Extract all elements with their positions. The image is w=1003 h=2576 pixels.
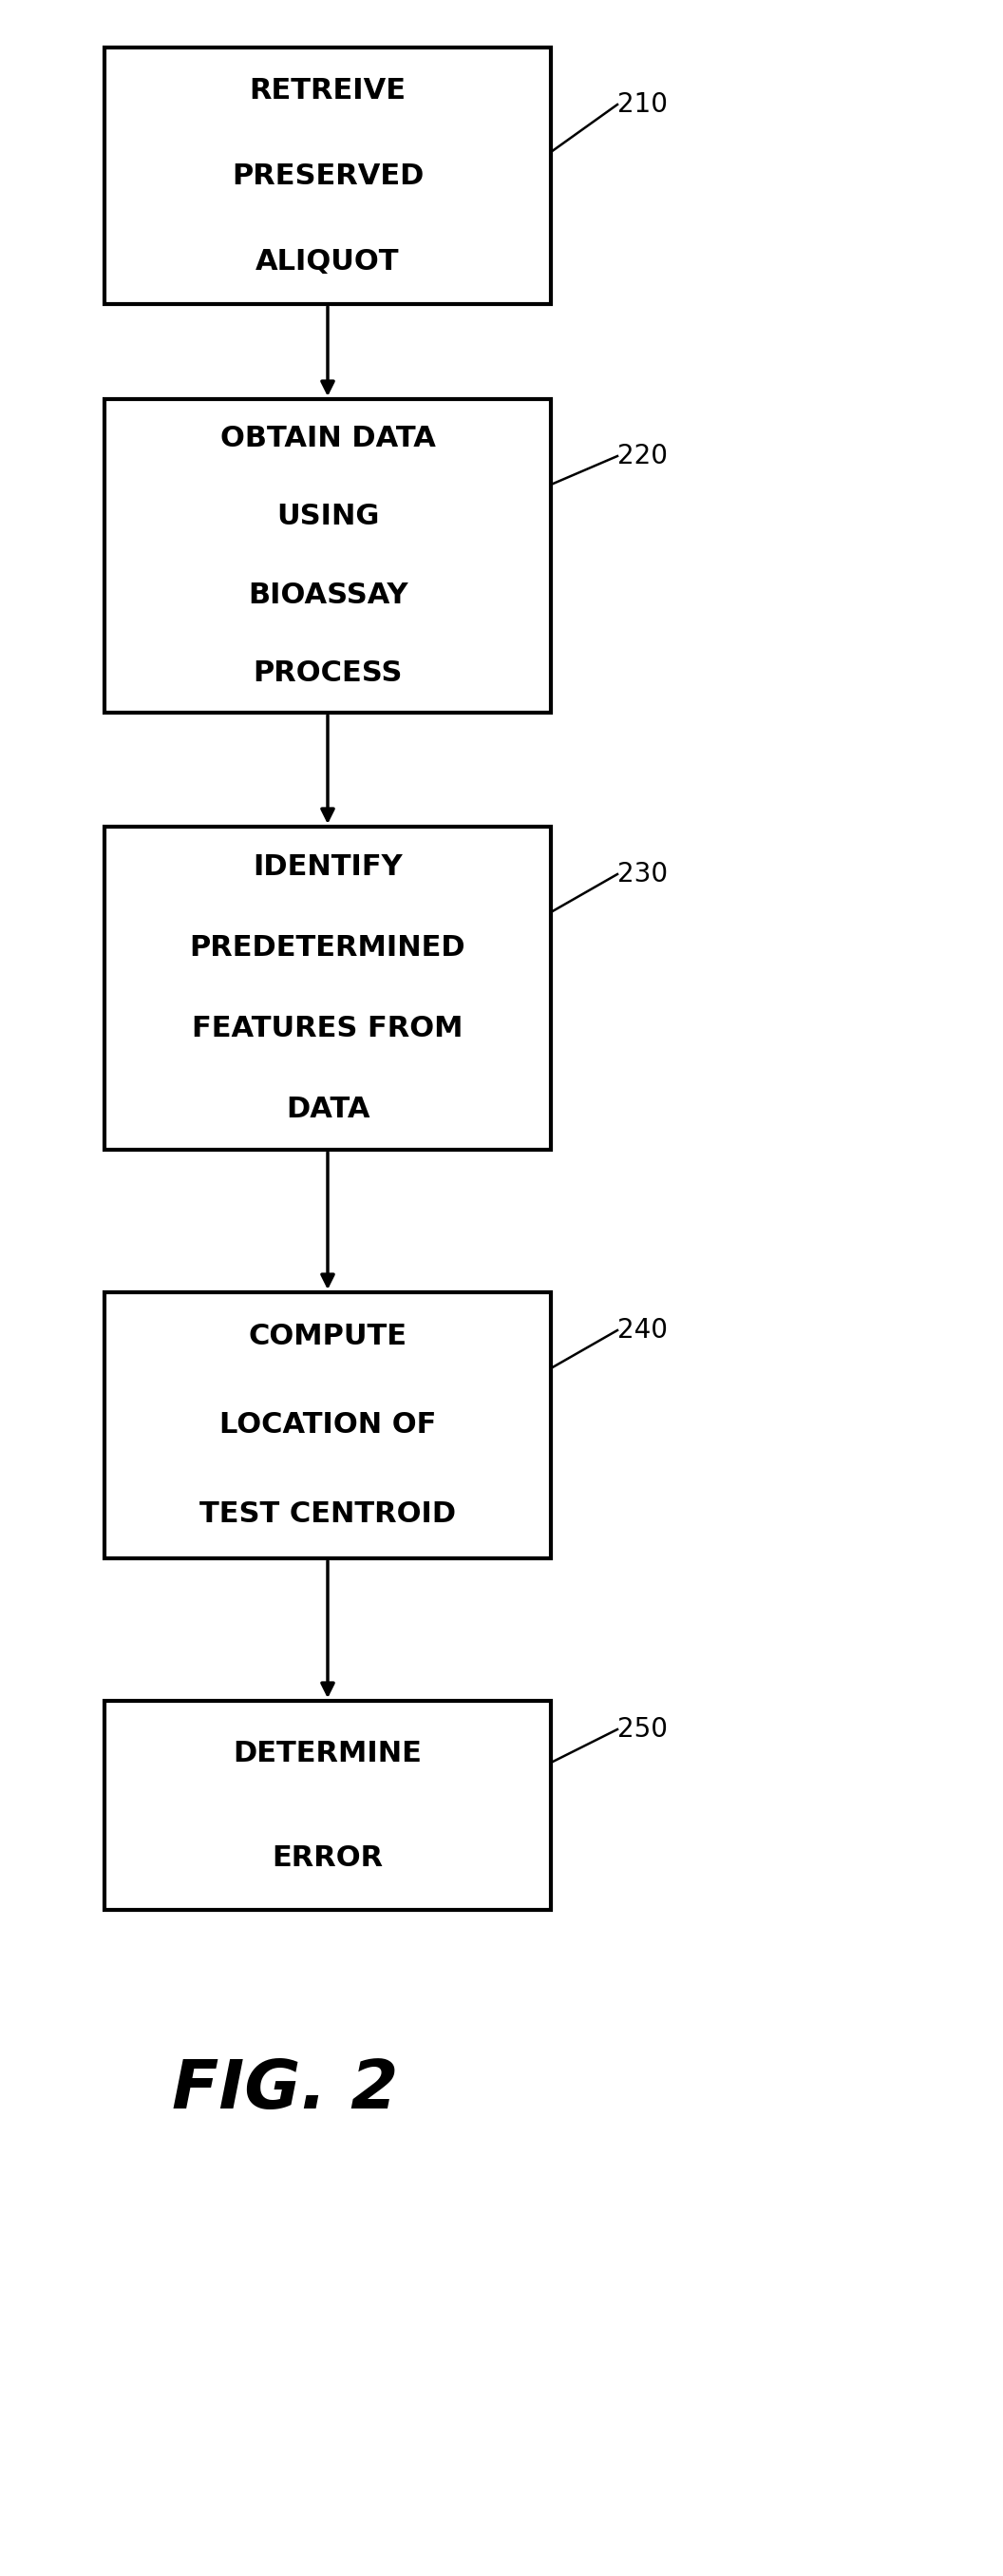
Text: DATA: DATA [286,1095,370,1123]
Text: ALIQUOT: ALIQUOT [256,247,399,276]
Text: OBTAIN DATA: OBTAIN DATA [220,425,435,451]
Bar [104,1700,551,1909]
Text: IDENTIFY: IDENTIFY [253,853,402,881]
Bar [104,1293,551,1558]
Text: FEATURES FROM: FEATURES FROM [193,1015,463,1043]
Text: FIG. 2: FIG. 2 [172,2058,398,2123]
Bar [104,399,551,714]
Bar [104,827,551,1149]
Text: RETREIVE: RETREIVE [250,77,406,103]
Text: LOCATION OF: LOCATION OF [220,1412,436,1440]
Text: USING: USING [276,502,379,531]
Text: 250: 250 [618,1716,668,1744]
Text: ERROR: ERROR [272,1844,383,1870]
Text: BIOASSAY: BIOASSAY [248,582,407,608]
Text: 230: 230 [618,860,668,889]
Bar [104,46,551,304]
Text: PROCESS: PROCESS [253,659,402,688]
Text: DETERMINE: DETERMINE [234,1739,422,1767]
Text: 220: 220 [618,443,668,469]
Text: PREDETERMINED: PREDETERMINED [190,935,465,961]
Text: COMPUTE: COMPUTE [249,1324,407,1350]
Text: 210: 210 [618,90,668,118]
Text: TEST CENTROID: TEST CENTROID [200,1499,456,1528]
Text: 240: 240 [618,1316,668,1345]
Text: PRESERVED: PRESERVED [232,162,424,191]
